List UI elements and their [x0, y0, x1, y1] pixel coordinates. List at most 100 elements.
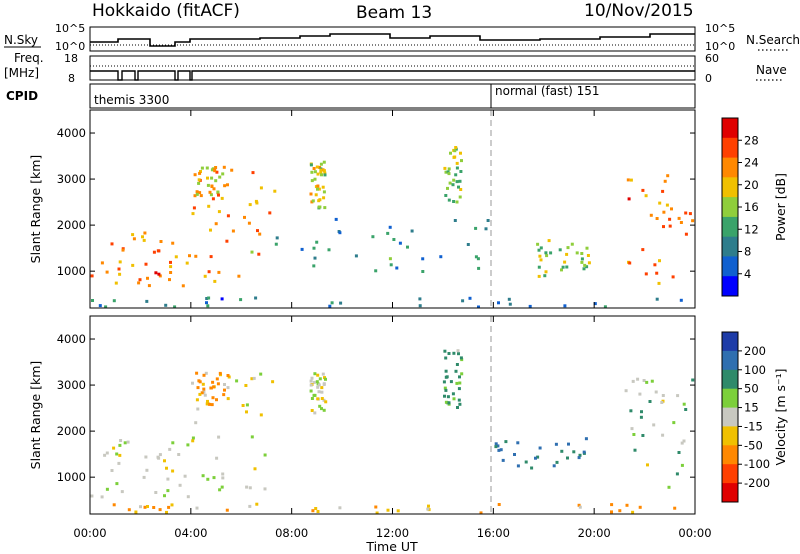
range-gate-cell [105, 487, 109, 491]
range-gate-cell [311, 509, 315, 513]
range-gate-cell [324, 400, 328, 404]
range-gate-cell [474, 226, 478, 230]
colorbar-tick-label: -15 [744, 419, 763, 433]
range-gate-cell [254, 199, 258, 203]
range-gate-cell [169, 271, 173, 274]
colorbar-swatch [722, 197, 738, 218]
range-gate-cell [223, 388, 226, 392]
range-gate-cell [330, 301, 334, 305]
range-gate-cell [195, 192, 199, 196]
range-gate-cell [486, 219, 490, 222]
colorbar-swatch [722, 426, 738, 446]
range-gate-cell [255, 201, 259, 205]
range-gate-cell [322, 169, 326, 173]
range-gate-cell [565, 252, 569, 256]
range-gate-cell [655, 297, 659, 301]
range-gate-cell [539, 258, 543, 262]
range-gate-cell [632, 433, 636, 436]
range-gate-cell [539, 246, 543, 250]
range-gate-cell [586, 254, 590, 257]
range-gate-cell [316, 385, 320, 389]
range-gate-cell [226, 386, 230, 390]
range-gate-cell [662, 210, 666, 214]
colorbar-swatch [722, 118, 738, 139]
range-gate-cell [143, 505, 147, 509]
range-gate-cell [154, 271, 158, 275]
range-gate-cell [460, 159, 463, 163]
range-gate-cell [221, 472, 225, 476]
range-gate-cell [459, 188, 463, 191]
range-gate-cell [248, 504, 252, 508]
range-gate-cell [456, 406, 459, 409]
range-gate-cell [194, 421, 198, 425]
range-gate-cell [316, 184, 320, 188]
range-gate-cell [530, 466, 534, 470]
range-gate-cell [649, 213, 653, 217]
range-gate-cell [312, 167, 316, 170]
range-gate-cell [321, 185, 325, 189]
range-gate-cell [207, 296, 211, 300]
range-gate-cell [580, 260, 584, 264]
range-gate-cell [120, 490, 124, 494]
range-gate-cell [195, 398, 199, 402]
range-gate-cell [206, 183, 210, 187]
range-gate-cell [321, 372, 325, 376]
range-gate-cell [209, 386, 213, 390]
range-gate-cell [237, 274, 241, 278]
range-gate-cell [456, 349, 460, 353]
colorbar-swatch [722, 276, 738, 297]
power-colorbar-title: Power [dB] [773, 173, 788, 241]
range-gate-cell [143, 231, 147, 235]
range-gate-cell [165, 466, 168, 470]
range-gate-cell [628, 261, 632, 265]
range-gate-cell [183, 474, 187, 478]
range-gate-cell [191, 381, 194, 385]
colorbar-tick-label: 8 [744, 245, 751, 259]
range-gate-cell [171, 441, 175, 445]
range-gate-cell [226, 397, 230, 401]
range-gate-cell [271, 380, 275, 384]
range-gate-cell [682, 439, 686, 443]
range-gate-cell [139, 505, 142, 509]
range-gate-cell [313, 177, 317, 181]
range-gate-cell [322, 382, 326, 386]
range-gate-cell [534, 456, 537, 460]
range-gate-cell [582, 450, 586, 454]
range-gate-cell [188, 254, 191, 258]
range-gate-cell [457, 387, 461, 391]
range-gate-cell [474, 255, 478, 259]
range-gate-cell [538, 254, 542, 258]
range-gate-cell [132, 237, 136, 241]
range-gate-cell [112, 503, 116, 507]
colorbar-tick-label: -50 [744, 438, 763, 452]
range-gate-cell [170, 503, 174, 507]
range-gate-cell [449, 151, 452, 155]
range-gate-cell [454, 369, 458, 373]
range-gate-cell [507, 297, 511, 301]
range-gate-cell [497, 503, 501, 506]
range-gate-cell [454, 146, 458, 149]
range-gate-cell [138, 278, 142, 282]
range-gate-cell [196, 407, 200, 411]
range-gate-cell [209, 193, 213, 197]
range-gate-cell [627, 197, 631, 201]
range-gate-cell [567, 442, 570, 446]
range-gate-cell [322, 196, 326, 200]
range-gate-cell [145, 299, 149, 303]
range-gate-cell [673, 506, 677, 510]
range-gate-cell [315, 240, 319, 244]
range-gate-cell [222, 165, 226, 169]
colorbar-tick-label: 24 [744, 156, 759, 170]
range-gate-cell [218, 175, 222, 179]
range-gate-cell [142, 238, 146, 242]
colorbar-swatch [722, 445, 738, 465]
range-gate-cell [131, 263, 135, 267]
colorbar-tick-label: 15 [744, 401, 759, 415]
range-gate-cell [497, 301, 500, 305]
range-gate-cell [443, 349, 447, 353]
range-gate-cell [117, 267, 121, 271]
range-gate-cell [313, 372, 317, 376]
range-gate-cell [112, 446, 116, 450]
range-gate-cell [641, 188, 645, 192]
